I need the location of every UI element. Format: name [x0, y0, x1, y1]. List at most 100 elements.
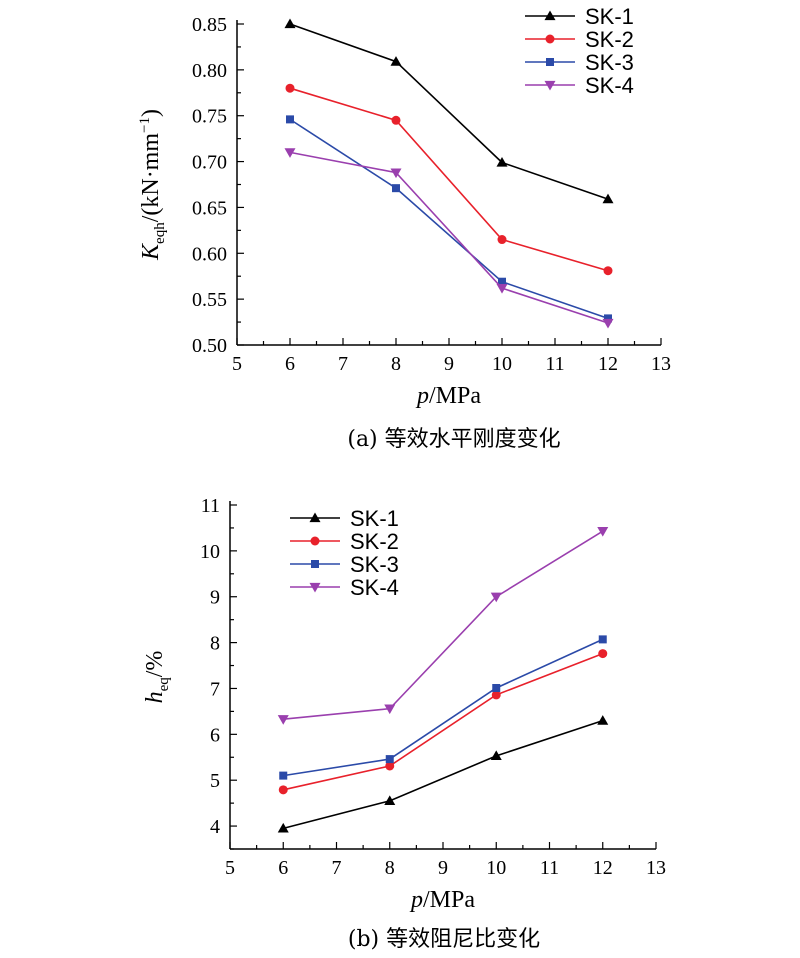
y-tick-label: 0.55: [192, 289, 227, 311]
y-tick-label: 11: [201, 495, 220, 517]
x-tick-label: 9: [444, 353, 454, 375]
data-point: [498, 277, 506, 286]
data-point: [598, 649, 608, 659]
data-point: [597, 715, 609, 725]
legend-label: SK-3: [350, 552, 399, 577]
y-tick-label: 5: [210, 770, 220, 792]
legend-label: SK-4: [350, 575, 399, 600]
data-point: [384, 795, 396, 805]
x-tick-label: 13: [651, 353, 671, 375]
y-axis-label: heq/%: [142, 651, 172, 704]
x-tick-label: 12: [593, 857, 613, 879]
y-axis-label-var: K: [138, 242, 164, 261]
series-line: [283, 652, 604, 791]
series-line: [289, 87, 609, 272]
y-tick-label: 0.80: [192, 60, 227, 82]
legend-marker: [310, 536, 320, 546]
x-axis-label: p/MPa: [409, 887, 475, 913]
data-point: [491, 690, 501, 700]
legend-marker: [309, 582, 321, 593]
y-axis-label-unit: /%: [142, 651, 168, 678]
data-point: [392, 184, 400, 193]
series-line: [289, 118, 609, 320]
y-axis-label-close: ): [138, 109, 164, 117]
x-tick-label: 11: [540, 857, 559, 879]
x-tick-label: 7: [332, 857, 342, 879]
x-tick-label: 11: [545, 353, 564, 375]
y-tick-label: 0.70: [192, 152, 227, 174]
legend-label: SK-4: [585, 73, 634, 98]
y-tick-label: 7: [210, 678, 220, 700]
chart-stiffness: (a) 等效水平刚度变化 5 6 7 8 9 10 11 12 13 0.50 0.55 0.60 0.…: [137, 4, 671, 452]
y-tick-label: 0.60: [192, 243, 227, 265]
y-tick-label: 9: [210, 587, 220, 609]
data-point: [602, 318, 614, 329]
x-tick-label: 6: [285, 353, 295, 375]
y-tick-label: 10: [200, 541, 220, 563]
legend-label: SK-2: [585, 27, 634, 52]
data-point: [284, 18, 296, 29]
legend-marker: [546, 58, 554, 66]
y-axis-label-var: h: [142, 691, 168, 703]
data-point: [285, 83, 295, 93]
data-point: [385, 761, 395, 771]
data-point: [597, 527, 609, 537]
legend-label: SK-3: [585, 50, 634, 75]
x-axis-label-var: p: [409, 887, 423, 913]
y-tick-label: 0.75: [192, 106, 227, 128]
data-point: [277, 715, 289, 725]
x-axis-label-var: p: [415, 383, 429, 409]
chart-caption: (a) 等效水平刚度变化: [347, 427, 560, 452]
series-line: [289, 23, 609, 200]
legend-marker: [311, 560, 319, 568]
x-tick-label: 8: [391, 353, 401, 375]
data-point: [496, 156, 508, 167]
data-point: [602, 193, 614, 204]
data-point: [278, 785, 288, 795]
data-point: [496, 284, 508, 294]
y-tick-label: 8: [210, 633, 220, 655]
legend-label: SK-2: [350, 529, 399, 554]
x-tick-label: 6: [278, 857, 288, 879]
data-point: [490, 750, 502, 761]
legend-label: SK-1: [585, 4, 634, 29]
y-axis-label-unit: /(kN·mm: [138, 133, 164, 223]
x-axis-label-unit: /MPa: [423, 887, 475, 913]
x-tick-label: 9: [438, 857, 448, 879]
chart-caption: (b) 等效阻尼比变化: [348, 927, 540, 952]
data-point: [385, 755, 394, 764]
data-point: [492, 684, 501, 693]
y-tick-label: 0.65: [192, 197, 227, 219]
x-tick-label: 7: [338, 353, 348, 375]
chart-damping: (b) 等效阻尼比变化 5 6 7 8 9 10 11 12 134567891011p/MPa…: [142, 495, 666, 952]
y-tick-label: 0.85: [192, 14, 227, 36]
series-line: [283, 638, 604, 777]
y-axis-label-sub: eq: [156, 677, 172, 692]
x-axis-label: p/MPa: [415, 383, 481, 409]
data-point: [604, 314, 612, 323]
x-tick-label: 5: [225, 857, 235, 879]
data-point: [277, 822, 289, 833]
legend-marker: [544, 80, 556, 91]
x-axis-label-unit: /MPa: [429, 383, 481, 409]
data-point: [598, 635, 607, 644]
legend-marker: [309, 512, 321, 523]
data-point: [497, 235, 507, 245]
data-point: [284, 148, 296, 158]
data-point: [390, 168, 402, 179]
legend-marker: [544, 10, 556, 21]
series-line: [283, 719, 604, 830]
data-point: [279, 771, 288, 780]
data-point: [391, 115, 401, 125]
y-axis-label: Keqh/(kN·mm−1): [137, 109, 168, 261]
series-line: [289, 151, 609, 324]
y-tick-label: 6: [210, 724, 220, 746]
x-tick-label: 10: [486, 857, 506, 879]
data-point: [390, 56, 402, 66]
y-axis-label-sup: −1: [137, 117, 153, 133]
x-tick-label: 13: [646, 857, 666, 879]
legend-marker: [545, 34, 555, 44]
data-point: [384, 704, 396, 715]
legend-label: SK-1: [350, 506, 399, 531]
